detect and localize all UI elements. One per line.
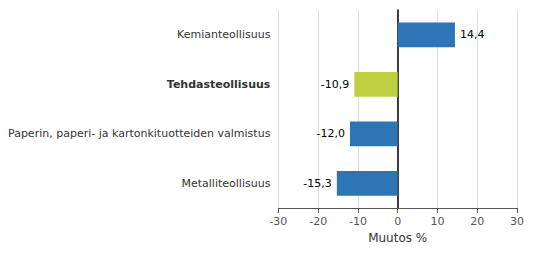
svg-text:30: 30 bbox=[510, 215, 524, 228]
svg-text:-12,0: -12,0 bbox=[316, 127, 344, 140]
svg-text:0: 0 bbox=[394, 215, 401, 228]
svg-text:Tehdasteollisuus: Tehdasteollisuus bbox=[167, 78, 271, 91]
svg-text:Muutos %: Muutos % bbox=[368, 231, 427, 245]
svg-text:Metalliteollisuus: Metalliteollisuus bbox=[181, 177, 270, 190]
svg-text:-30: -30 bbox=[269, 215, 287, 228]
svg-text:-10,9: -10,9 bbox=[321, 78, 349, 91]
svg-text:20: 20 bbox=[470, 215, 484, 228]
svg-text:Paperin, paperi- ja kartonkitu: Paperin, paperi- ja kartonkituotteiden v… bbox=[8, 127, 271, 140]
svg-text:-10: -10 bbox=[349, 215, 367, 228]
svg-text:-20: -20 bbox=[309, 215, 327, 228]
svg-text:10: 10 bbox=[430, 215, 444, 228]
svg-text:Kemianteollisuus: Kemianteollisuus bbox=[177, 28, 271, 41]
svg-text:14,4: 14,4 bbox=[460, 28, 485, 41]
svg-text:-15,3: -15,3 bbox=[303, 177, 331, 190]
